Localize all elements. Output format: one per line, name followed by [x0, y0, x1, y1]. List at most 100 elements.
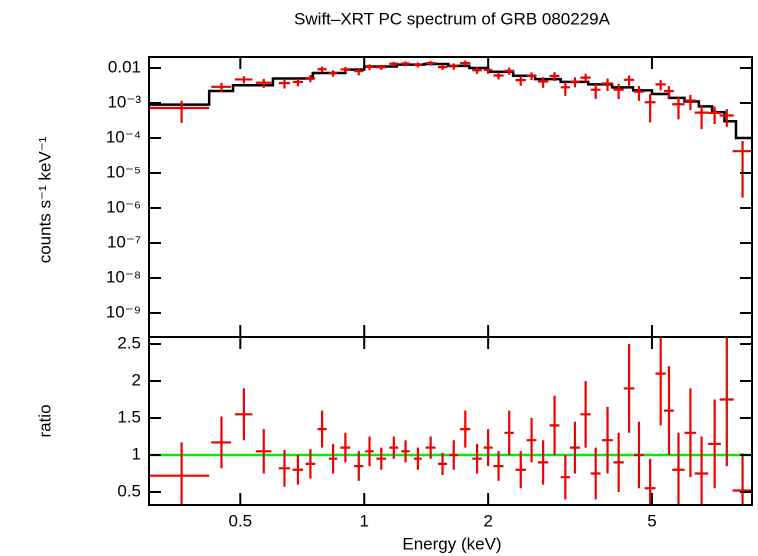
error-bar: [340, 432, 351, 463]
plot-area: [149, 337, 752, 505]
error-bar: [255, 429, 272, 474]
error-bar: [590, 447, 601, 500]
error-bar: [580, 381, 591, 448]
error-bar: [354, 451, 364, 481]
error-bar: [504, 67, 514, 75]
error-bar: [472, 67, 482, 74]
error-bar: [569, 77, 580, 88]
error-bar: [483, 429, 493, 467]
error-bar: [655, 337, 666, 426]
error-bar: [437, 452, 448, 475]
error-bar: [211, 416, 232, 469]
error-bar: [317, 410, 327, 448]
error-bar: [601, 78, 613, 92]
model-line: [149, 62, 752, 140]
error-bar: [537, 440, 549, 485]
error-bar: [425, 436, 436, 459]
error-bar: [526, 418, 537, 463]
error-bar: [684, 94, 697, 111]
error-bar: [401, 440, 410, 463]
error-bar: [472, 443, 482, 474]
x-tick-label: 0.5: [229, 511, 253, 530]
error-bar: [493, 72, 504, 80]
error-bar: [708, 106, 721, 125]
error-bar: [460, 60, 471, 67]
error-bar: [684, 388, 697, 478]
error-bar: [504, 410, 514, 455]
y-tick-label: 1.5: [117, 407, 141, 426]
error-bar: [613, 432, 624, 492]
y-tick-label: 10⁻⁸: [106, 267, 141, 286]
error-bar: [672, 432, 685, 505]
error-bar: [340, 66, 351, 73]
error-bar: [644, 93, 656, 123]
error-bar: [549, 395, 560, 455]
error-bar: [255, 78, 272, 88]
y-tick-label: 10⁻⁹: [106, 302, 141, 321]
plot-area: [149, 60, 752, 198]
y-tick-label: 10⁻⁶: [106, 197, 141, 216]
error-bar: [623, 344, 635, 433]
error-bar: [613, 83, 624, 99]
error-bar: [234, 388, 253, 441]
error-bar: [672, 96, 685, 120]
x-axis-label: Energy (keV): [402, 534, 501, 553]
error-bar: [719, 109, 734, 127]
error-bar: [211, 82, 232, 93]
error-bar: [365, 436, 374, 467]
error-bar: [732, 453, 752, 505]
error-bar: [708, 399, 721, 489]
error-bar: [278, 449, 290, 487]
y-tick-label: 10⁻⁷: [107, 232, 141, 251]
error-bar: [694, 436, 709, 505]
y-tick-label: 10⁻⁴: [106, 127, 141, 146]
error-bar: [515, 76, 526, 86]
error-bar: [719, 337, 734, 467]
y-tick-label: 10⁻³: [107, 92, 141, 111]
error-bar: [633, 86, 644, 101]
error-bar: [305, 449, 316, 479]
error-bar: [328, 443, 338, 474]
y-tick-label: 2: [132, 371, 141, 390]
error-bar: [694, 104, 709, 130]
error-bar: [515, 451, 526, 489]
error-bar: [449, 63, 459, 70]
error-bar: [664, 86, 674, 99]
error-bar: [633, 421, 644, 489]
x-tick-label: 5: [647, 511, 656, 530]
error-bar: [437, 64, 448, 70]
error-bar: [580, 73, 591, 83]
frame: [148, 56, 753, 338]
error-bar: [292, 454, 304, 485]
error-bar: [413, 447, 422, 470]
error-bar: [732, 141, 752, 198]
error-bar: [493, 451, 504, 481]
error-bar: [644, 458, 656, 505]
error-bar: [149, 100, 210, 123]
error-bar: [425, 61, 436, 66]
error-bar: [655, 80, 666, 91]
error-bar: [460, 410, 471, 448]
error-bar: [664, 366, 674, 455]
y-tick-label: 0.5: [117, 481, 141, 500]
error-bar: [560, 81, 570, 96]
y-axis-label: counts s⁻¹ keV⁻¹: [35, 136, 54, 263]
error-bar: [413, 62, 422, 68]
error-bar: [376, 64, 387, 70]
error-bar: [449, 440, 459, 470]
error-bar: [149, 442, 210, 505]
error-bar: [305, 75, 316, 83]
error-bar: [234, 76, 253, 84]
y-tick-label: 1: [132, 444, 141, 463]
error-bar: [569, 421, 580, 474]
error-bar: [376, 447, 387, 470]
x-tick-label: 2: [483, 511, 492, 530]
error-bar: [601, 406, 613, 474]
error-bar: [526, 72, 537, 81]
error-bar: [317, 66, 327, 73]
error-bar: [560, 454, 570, 500]
error-bar: [549, 72, 560, 82]
y-axis-label: ratio: [35, 404, 54, 437]
error-bar: [365, 64, 374, 71]
